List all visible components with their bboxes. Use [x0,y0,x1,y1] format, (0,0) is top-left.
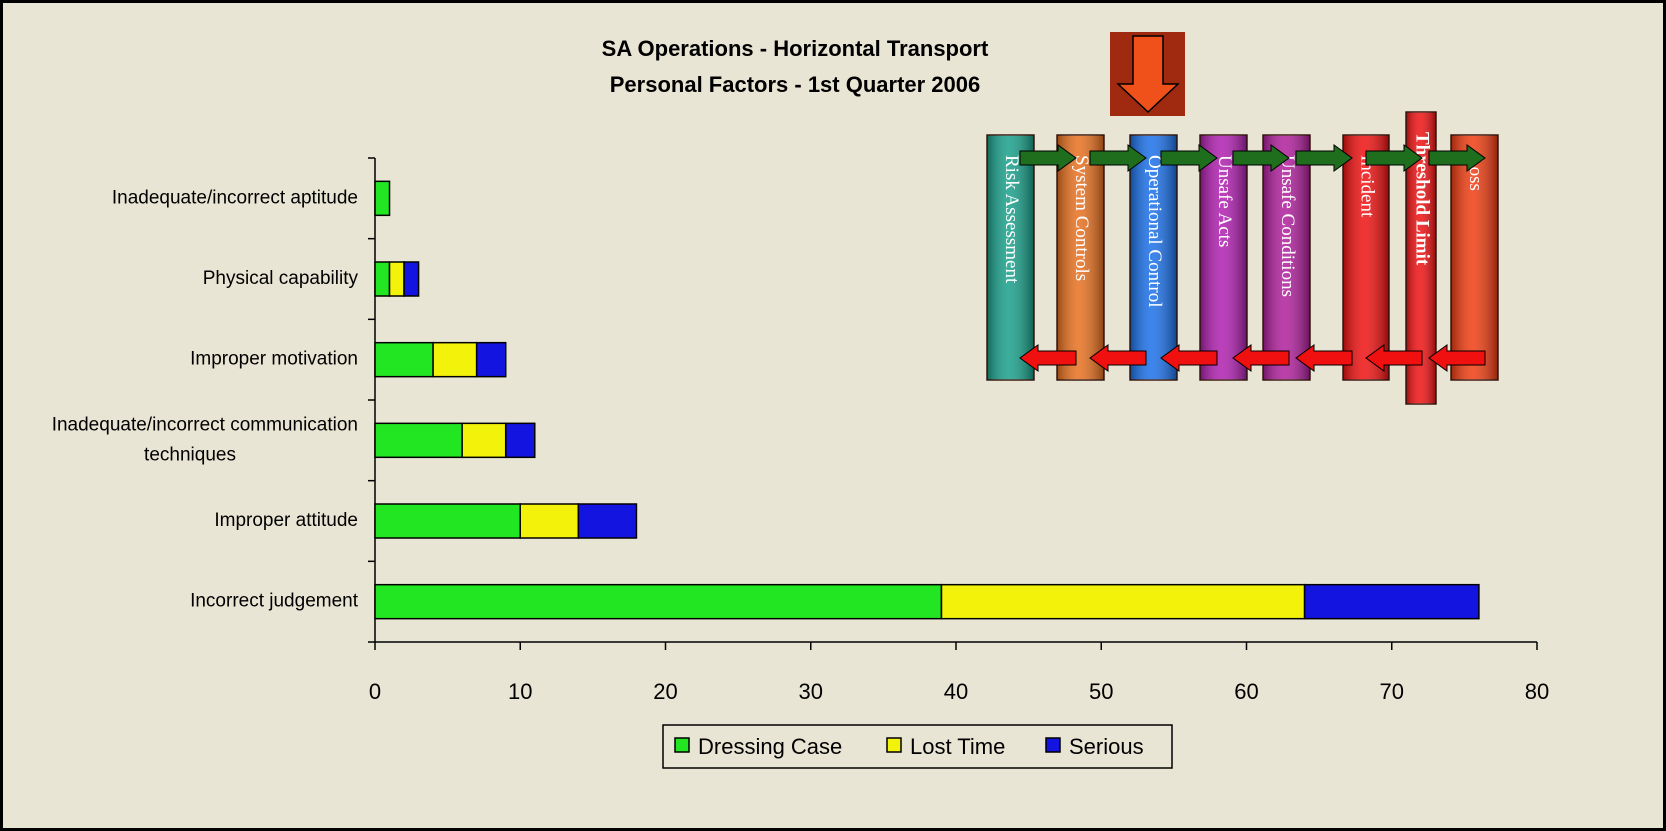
x-tick-label: 70 [1380,679,1404,704]
top-arrow [1110,32,1185,116]
x-tick-label: 0 [369,679,381,704]
column-shade [1130,135,1177,380]
legend-swatch [674,737,690,753]
y-tick-label: Inadequate/incorrect aptitude [112,187,358,208]
label-line: Inadequate/incorrect communication [52,414,358,435]
bar [403,261,420,297]
flow-arrow [1232,144,1290,172]
legend-swatch [886,737,902,753]
process-label: Unsafe Acts [1214,155,1235,247]
return-arrow [1295,344,1353,372]
column-shade [1343,135,1389,380]
flow-arrow [1428,144,1486,172]
legend-label: Serious [1069,734,1144,759]
column-shade [1263,135,1310,380]
bar [504,422,536,459]
y-tick-label: Improper attitude [214,510,358,531]
return-arrow [1089,344,1147,372]
legend-label: Dressing Case [698,734,842,759]
column-shade [1200,135,1247,380]
process-label: Unsafe Conditions [1277,155,1298,297]
return-arrow [1232,344,1290,372]
process-label: Risk Assessment [1001,155,1022,284]
chart-title: SA Operations - Horizontal Transport [602,36,989,61]
bar [374,341,434,378]
x-tick-label: 20 [653,679,677,704]
flow-arrow [1160,144,1218,172]
column-shade [1451,135,1498,380]
x-tick-label: 10 [508,679,532,704]
bar [374,180,391,217]
bar [374,261,391,297]
x-tick-label: 80 [1525,679,1549,704]
bar [475,341,507,378]
bar [374,503,521,539]
return-arrow [1428,344,1486,372]
process-label: Incident [1357,155,1378,218]
legend-swatch [1045,737,1061,753]
y-tick-label: Physical capability [203,268,359,289]
y-tick-label: Improper motivation [190,349,358,370]
legend-box [662,724,1173,769]
bar [374,422,463,459]
x-tick-label: 40 [944,679,968,704]
x-tick-label: 30 [799,679,823,704]
bar [940,583,1306,620]
label-line: techniques [144,444,236,465]
bar [1303,583,1480,620]
flow-arrow [1365,144,1423,172]
process-diagram: Risk Assessment System Controls Operationa… [986,111,1499,405]
column-shade [987,135,1034,380]
flow-arrow [1019,144,1077,172]
x-tick-label: 60 [1234,679,1258,704]
process-label: Operational Control [1144,155,1165,308]
return-arrow [1019,344,1077,372]
bar [374,583,943,620]
chart-subtitle: Personal Factors - 1st Quarter 2006 [610,72,981,97]
process-label: Threshold Limit [1412,132,1433,266]
column-shade [1057,135,1104,380]
bar [388,261,405,297]
y-tick-label: Incorrect judgement [190,591,359,612]
flow-arrow [1089,144,1147,172]
bar [432,341,478,378]
bar [461,422,507,459]
legend-label: Lost Time [910,734,1005,759]
bar [519,503,580,539]
return-arrow [1160,344,1218,372]
y-tick-label: Inadequate/incorrect communication techni… [52,414,358,465]
x-tick-label: 50 [1089,679,1113,704]
process-label: System Controls [1071,155,1092,281]
flow-arrow [1295,144,1353,172]
return-arrow [1365,344,1423,372]
bar [577,503,638,539]
